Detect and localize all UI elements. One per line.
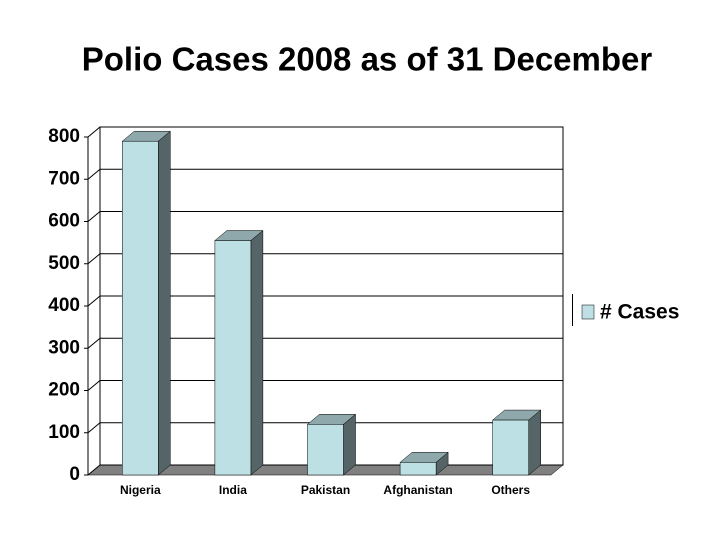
y-tick-label: 100: [48, 422, 80, 443]
bar: [492, 419, 529, 476]
chart-title: Polio Cases 2008 as of 31 December: [82, 41, 653, 78]
grid-line: [87, 295, 563, 307]
x-tick-label: Afghanistan: [383, 483, 452, 497]
y-tick-label: 500: [48, 253, 80, 274]
y-tick-label: 200: [48, 380, 80, 401]
grid-line: [87, 337, 563, 349]
bar-side: [158, 130, 171, 476]
bar: [399, 462, 437, 476]
x-tick-label: India: [219, 483, 247, 497]
x-tick-label: Pakistan: [301, 483, 350, 497]
grid-line: [87, 422, 563, 434]
grid-line: [87, 168, 563, 180]
legend-swatch: [581, 304, 595, 320]
y-tick-label: 0: [69, 464, 80, 485]
grid-line: [87, 126, 563, 138]
legend-label: # Cases: [600, 301, 679, 324]
bar-side: [343, 413, 356, 476]
bar: [307, 424, 344, 476]
x-tick-label: Nigeria: [120, 483, 161, 497]
x-tick-label: Others: [491, 483, 530, 497]
grid-line: [87, 380, 563, 391]
y-tick-label: 700: [48, 168, 80, 189]
bar-side: [250, 229, 264, 476]
y-tick-label: 300: [48, 337, 80, 358]
grid-line: [87, 253, 563, 265]
grid-line: [87, 211, 563, 222]
y-tick-label: 800: [48, 126, 80, 147]
bar-side: [528, 409, 541, 476]
legend-border: [572, 294, 573, 326]
bar: [214, 240, 252, 476]
bar: [122, 140, 159, 476]
y-tick-label: 400: [48, 295, 80, 316]
y-tick-label: 600: [48, 211, 80, 232]
